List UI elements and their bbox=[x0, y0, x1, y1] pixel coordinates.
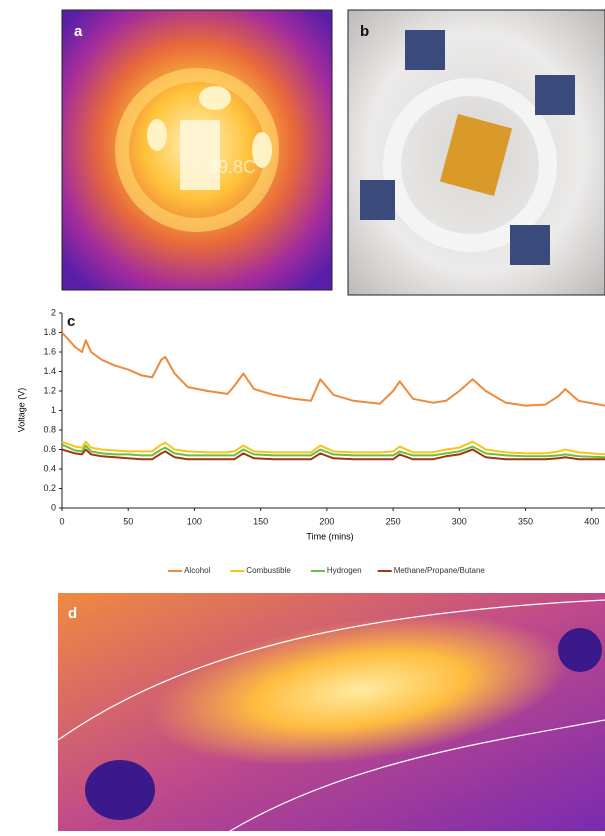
thermal-image-a bbox=[62, 10, 332, 290]
series-line bbox=[62, 333, 605, 406]
x-tick-label: 400 bbox=[584, 516, 599, 526]
panel-label: d bbox=[68, 605, 77, 622]
y-tick-label: 1.2 bbox=[43, 385, 56, 395]
x-tick-label: 100 bbox=[187, 516, 202, 526]
y-tick-label: 1.6 bbox=[43, 346, 56, 356]
panel-label: c bbox=[67, 313, 75, 330]
x-tick-label: 150 bbox=[253, 516, 268, 526]
legend-label: Alcohol bbox=[184, 566, 210, 575]
y-tick-label: 0.2 bbox=[43, 483, 56, 493]
thermal-image-d bbox=[58, 591, 605, 831]
y-axis-label: Voltage (V) bbox=[16, 388, 26, 433]
series-line bbox=[62, 442, 605, 455]
legend-label: Combustible bbox=[246, 566, 291, 575]
y-tick-label: 0.4 bbox=[43, 463, 56, 473]
x-tick-label: 300 bbox=[452, 516, 467, 526]
y-tick-label: 1 bbox=[51, 405, 56, 415]
x-tick-label: 50 bbox=[123, 516, 133, 526]
y-tick-label: 0.6 bbox=[43, 444, 56, 454]
y-tick-label: 2 bbox=[51, 307, 56, 317]
temperature-readout: 39.8C bbox=[208, 157, 256, 177]
figure: a 39.8C b c Voltage (V) Time (mins) d 00… bbox=[0, 0, 605, 831]
legend-label: Methane/Propane/Butane bbox=[394, 566, 486, 575]
x-tick-label: 0 bbox=[59, 516, 64, 526]
y-tick-label: 1.4 bbox=[43, 366, 56, 376]
x-tick-label: 350 bbox=[518, 516, 533, 526]
x-tick-label: 250 bbox=[386, 516, 401, 526]
y-tick-label: 0.8 bbox=[43, 424, 56, 434]
x-tick-label: 200 bbox=[319, 516, 334, 526]
panel-label: b bbox=[360, 23, 369, 40]
legend-label: Hydrogen bbox=[327, 566, 362, 575]
y-tick-label: 0 bbox=[51, 502, 56, 512]
panel-label: a bbox=[74, 23, 83, 40]
photo-b bbox=[348, 10, 605, 295]
x-axis-label: Time (mins) bbox=[306, 531, 353, 541]
y-tick-label: 1.8 bbox=[43, 327, 56, 337]
